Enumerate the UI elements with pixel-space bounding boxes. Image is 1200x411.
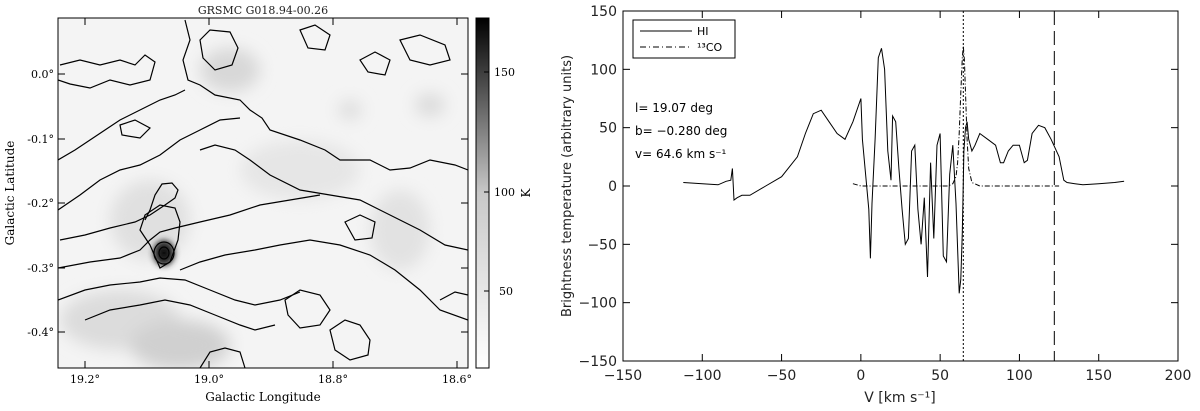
map-title: GRSMC G018.94-00.26 xyxy=(198,4,328,17)
annotation-b: b= −0.280 deg xyxy=(635,124,727,138)
colorbar-tick-label: 100 xyxy=(494,186,515,199)
map-x-tick-label: 19.2° xyxy=(70,373,100,386)
spectrum-y-axis: −150 −100 −50 0 50 100 150 xyxy=(579,4,1178,370)
map-frame xyxy=(57,17,469,369)
map-x-axis: 19.2° 19.0° 18.8° 18.6° Galactic Longitu… xyxy=(70,18,472,404)
y-tick-label: 150 xyxy=(590,4,617,20)
legend: HI ¹³CO xyxy=(632,19,736,59)
spectrum-x-axis: −150 −100 −50 0 50 100 150 200 xyxy=(604,11,1192,384)
x-tick-label: −100 xyxy=(683,368,721,384)
map-x-tick-label: 18.8° xyxy=(318,373,348,386)
legend-label-co: ¹³CO xyxy=(697,41,723,54)
x-tick-label: −50 xyxy=(767,368,797,384)
map-y-axis: 0.0° -0.1° -0.2° -0.3° -0.4° Galactic La… xyxy=(3,68,468,339)
x-tick-label: 50 xyxy=(931,368,949,384)
x-tick-label: 100 xyxy=(1006,368,1033,384)
spectrum-series xyxy=(683,45,1125,294)
y-tick-label: −100 xyxy=(579,296,617,312)
spectrum-panel: −150 −100 −50 0 50 100 150 200 −150 −100 −50 0 50 10… xyxy=(560,4,1191,406)
bright-peak xyxy=(153,240,175,266)
x-tick-label: 0 xyxy=(856,368,865,384)
y-tick-label: −50 xyxy=(587,237,617,253)
colorbar-tick-label: 150 xyxy=(494,66,515,79)
y-tick-label: −150 xyxy=(579,354,617,370)
series-13co-line xyxy=(852,45,1060,187)
colorbar-tick-label: 50 xyxy=(499,285,513,298)
colorbar-label: K xyxy=(519,187,533,197)
map-x-tick-label: 18.6° xyxy=(442,373,472,386)
annotations: l= 19.07 deg b= −0.280 deg v= 64.6 km s⁻… xyxy=(635,101,727,161)
x-tick-label: −150 xyxy=(604,368,642,384)
contours xyxy=(58,19,468,368)
spectrum-x-label: V [km s⁻¹] xyxy=(864,390,935,406)
y-tick-label: 100 xyxy=(590,62,617,78)
series-hi-line xyxy=(683,48,1125,294)
map-y-tick-label: -0.1° xyxy=(27,133,54,146)
colorbar-gradient xyxy=(475,17,490,369)
map-y-tick-label: -0.4° xyxy=(27,326,54,339)
legend-box xyxy=(632,19,736,59)
map-y-label: Galactic Latitude xyxy=(3,141,17,246)
annotation-l: l= 19.07 deg xyxy=(635,101,713,115)
map-x-label: Galactic Longitude xyxy=(205,390,320,404)
x-tick-label: 200 xyxy=(1165,368,1192,384)
y-tick-label: 0 xyxy=(608,179,617,195)
map-y-tick-label: -0.3° xyxy=(27,262,54,275)
vertical-markers xyxy=(962,11,1055,361)
y-tick-label: 50 xyxy=(599,121,617,137)
map-y-tick-label: 0.0° xyxy=(31,68,54,81)
emission-blobs xyxy=(60,48,445,368)
map-panel: GRSMC G018.94-00.26 xyxy=(3,4,533,404)
annotation-v: v= 64.6 km s⁻¹ xyxy=(635,147,727,161)
x-tick-label: 150 xyxy=(1085,368,1112,384)
legend-label-hi: HI xyxy=(697,25,709,38)
map-image xyxy=(58,18,468,368)
map-x-tick-label: 19.0° xyxy=(194,373,224,386)
colorbar: 150 100 50 K xyxy=(475,17,533,369)
spectrum-y-label: Brightness temperature (arbitrary units) xyxy=(560,55,575,317)
map-y-tick-label: -0.2° xyxy=(27,197,54,210)
